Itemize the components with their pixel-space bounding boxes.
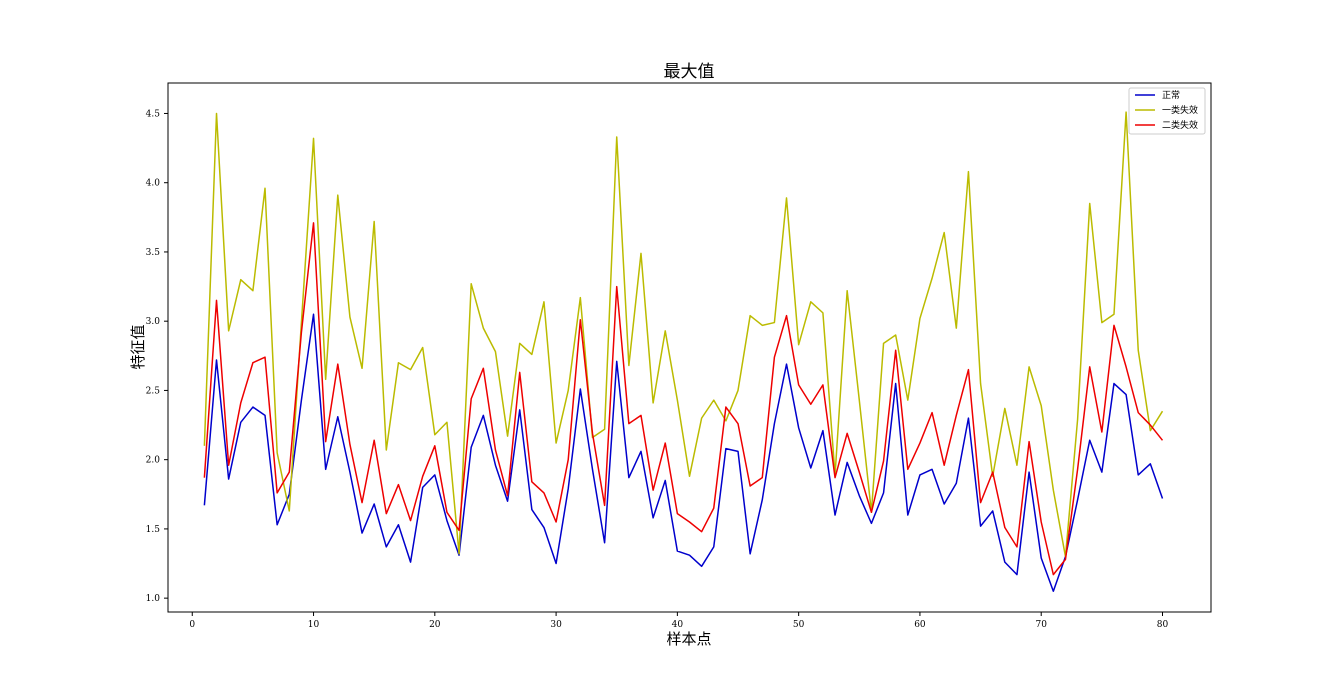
plot-frame — [167, 82, 1212, 613]
series-line-1 — [203, 111, 1164, 558]
legend-label-0: 正常 — [1162, 89, 1180, 101]
legend-label-2: 二类失效 — [1162, 119, 1198, 131]
x-axis-title: 样本点 — [666, 630, 711, 648]
axis-ticks: 0 10 20 30 40 50 60 70 80 1.0 1.5 2.0 2.5 3.0 3.5 4.0 4.… — [146, 109, 1169, 630]
x-tick-label: 70 — [1035, 620, 1047, 630]
series-line-0 — [203, 313, 1164, 592]
y-tick-label: 2.5 — [146, 386, 161, 396]
x-tick-label: 20 — [429, 620, 441, 630]
x-tick-label: 0 — [189, 620, 195, 630]
x-tick-label: 50 — [793, 620, 805, 630]
x-tick-label: 30 — [550, 620, 562, 630]
legend-label-1: 一类失效 — [1162, 104, 1198, 116]
chart-title: 最大值 — [664, 62, 715, 82]
y-tick-label: 1.5 — [146, 525, 161, 535]
series-line-2 — [203, 222, 1164, 576]
y-tick-label: 1.0 — [146, 594, 161, 604]
y-tick-label: 3.0 — [146, 317, 161, 327]
y-tick-label: 4.0 — [146, 179, 161, 189]
x-tick-label: 40 — [672, 620, 684, 630]
x-tick-label: 80 — [1157, 620, 1169, 630]
y-axis-title: 特征值 — [129, 324, 147, 369]
legend-box — [1128, 87, 1206, 135]
x-tick-label: 10 — [308, 620, 320, 630]
plot-area — [203, 111, 1164, 592]
y-tick-label: 4.5 — [146, 109, 161, 119]
y-tick-label: 3.5 — [146, 248, 161, 258]
x-tick-label: 60 — [914, 620, 926, 630]
y-tick-label: 2.0 — [146, 456, 161, 466]
